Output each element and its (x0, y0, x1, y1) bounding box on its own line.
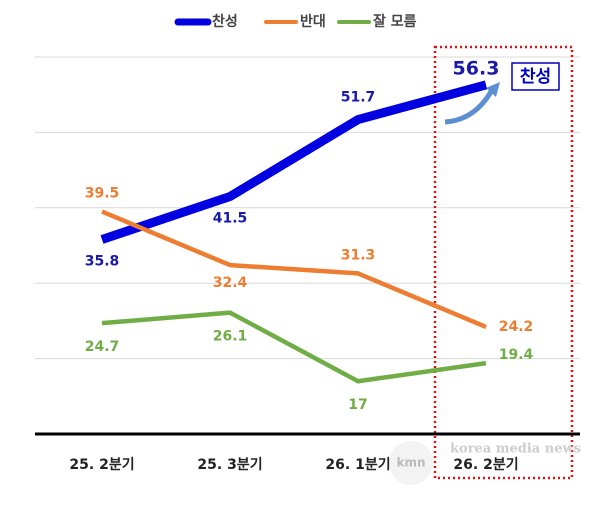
legend-label: 잘 모름 (373, 14, 417, 30)
highlight-box (433, 45, 574, 480)
data-label: 39.5 (85, 186, 120, 202)
arrow (444, 88, 495, 125)
data-label: 24.2 (499, 319, 534, 335)
data-label: 41.5 (213, 210, 248, 226)
data-label: 32.4 (213, 275, 248, 291)
data-label: 24.7 (85, 339, 120, 355)
watermark: kmn (396, 456, 425, 470)
data-label: 17 (348, 397, 367, 413)
data-label: 26.1 (213, 329, 248, 345)
data-label: 35.8 (85, 253, 120, 269)
watermark: korea media news (450, 442, 581, 457)
line (101, 310, 487, 384)
data-label: 51.7 (341, 90, 376, 106)
x-tick-label: 26. 1분기 (325, 457, 390, 473)
line (100, 80, 488, 244)
line (101, 209, 487, 330)
data-label: 19.4 (499, 347, 534, 363)
data-label: 56.3 (453, 57, 500, 79)
x-tick-label: 25. 3분기 (197, 457, 262, 473)
legend-label: 찬성 (212, 13, 238, 30)
data-label: 31.3 (341, 247, 376, 263)
annotation: 찬성 (520, 67, 551, 87)
x-tick-label: 25. 2분기 (69, 457, 134, 473)
x-tick-label: 26. 2분기 (453, 457, 518, 473)
watermark-logo (389, 441, 433, 485)
arrow-head (486, 82, 500, 97)
annotation-box (511, 62, 560, 91)
legend-label: 반대 (300, 13, 326, 30)
